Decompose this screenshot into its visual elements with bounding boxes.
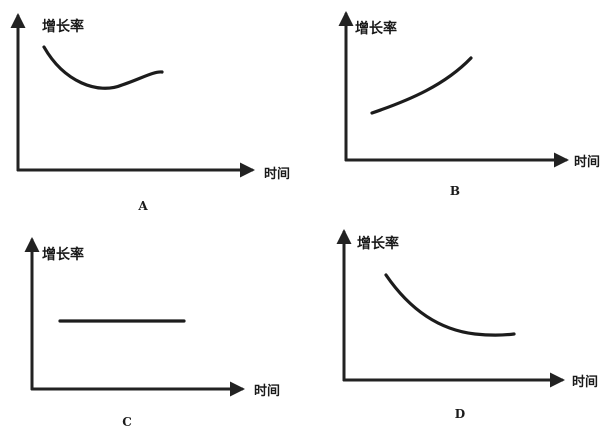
panel-d-curve [384,273,516,337]
panel-a-y-axis-label: 增长率 [42,18,84,35]
panel-c-x-axis-label: 时间 [254,383,280,399]
panel-a-curve [42,45,164,90]
panel-b-curve [370,56,473,115]
panel-a: 增长率 时间 A [10,13,290,213]
panel-c: 增长率 时间 C [24,237,280,429]
panel-b-x-axis-label: 时间 [574,154,600,170]
panel-c-label: C [122,415,132,429]
panel-b-y-axis-label: 增长率 [355,20,397,37]
panel-d: 增长率 时间 D [336,229,598,421]
panel-b: 增长率 时间 B [338,11,600,198]
panel-a-x-axis-label: 时间 [264,166,290,182]
panel-c-y-axis-label: 增长率 [42,246,84,263]
panel-d-y-axis-label: 增长率 [357,235,399,252]
panel-b-label: B [450,184,460,198]
panel-d-x-axis-label: 时间 [572,374,598,390]
panel-a-label: A [137,199,148,213]
panel-d-label: D [455,407,465,421]
